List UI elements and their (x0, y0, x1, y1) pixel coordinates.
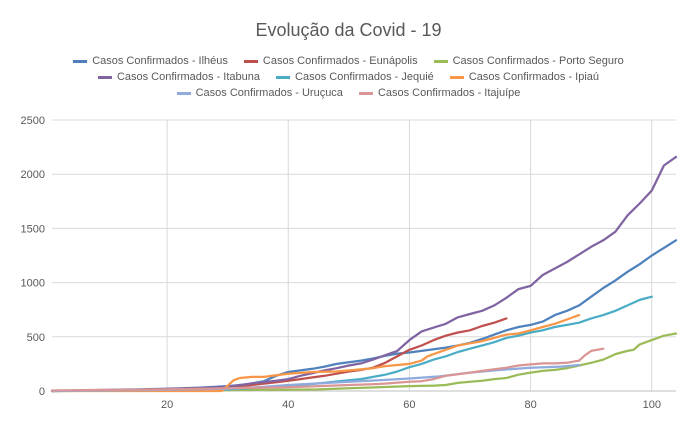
legend-item-ilheus: Casos Confirmados - Ilhéus (73, 53, 228, 69)
legend-item-itabuna: Casos Confirmados - Itabuna (97, 69, 261, 85)
legend-row-3: Casos Confirmados - Uruçuca Casos Confir… (0, 85, 697, 101)
legend-swatch-porto-seguro (433, 59, 448, 63)
y-tick-label: 2500 (21, 115, 45, 127)
legend-swatch-jequie (276, 75, 291, 79)
legend-label-porto-seguro: Casos Confirmados - Porto Seguro (452, 55, 624, 67)
chart-title: Evolução da Covid - 19 (255, 20, 442, 40)
legend-item-eunapolis: Casos Confirmados - Eunápolis (243, 53, 418, 69)
y-tick-label: 0 (39, 386, 45, 398)
series-line-jequie (50, 295, 653, 393)
legend-item-ipiau: Casos Confirmados - Ipiaú (449, 69, 600, 85)
y-tick-label: 500 (27, 332, 45, 344)
y-tick-label: 1500 (21, 223, 45, 235)
legend-swatch-ipiau (449, 75, 464, 79)
legend-item-porto-seguro: Casos Confirmados - Porto Seguro (433, 53, 624, 69)
legend-swatch-itajuipe (358, 91, 373, 95)
legend-row-1: Casos Confirmados - Ilhéus Casos Confirm… (0, 53, 697, 69)
x-tick-label: 40 (282, 399, 294, 411)
y-tick-label: 2000 (21, 169, 45, 181)
legend-label-ipiau: Casos Confirmados - Ipiaú (468, 71, 600, 83)
series-line-itabuna (50, 155, 678, 393)
x-tick-label: 20 (161, 399, 173, 411)
legend-item-urucuca: Casos Confirmados - Uruçuca (176, 85, 343, 101)
x-tick-label: 80 (524, 399, 536, 411)
legend-item-itajuipe: Casos Confirmados - Itajuípe (358, 85, 521, 101)
legend-label-eunapolis: Casos Confirmados - Eunápolis (262, 55, 418, 67)
series-line-porto-seguro (50, 332, 678, 393)
legend-label-itabuna: Casos Confirmados - Itabuna (116, 71, 261, 83)
series-line-itajuipe (50, 347, 605, 392)
series-line-ipiau (50, 313, 581, 393)
legend-swatch-itabuna (97, 75, 112, 79)
legend-swatch-ilheus (73, 59, 88, 63)
x-tick-label: 100 (643, 399, 661, 411)
legend-item-jequie: Casos Confirmados - Jequié (276, 69, 434, 85)
legend-swatch-urucuca (176, 91, 191, 95)
y-tick-label: 1000 (21, 278, 45, 290)
legend-label-itajuipe: Casos Confirmados - Itajuípe (377, 87, 521, 99)
x-tick-label: 60 (403, 399, 415, 411)
legend-label-urucuca: Casos Confirmados - Uruçuca (195, 87, 343, 99)
legend-label-ilheus: Casos Confirmados - Ilhéus (92, 55, 228, 67)
legend-row-2: Casos Confirmados - Itabuna Casos Confir… (0, 69, 697, 85)
legend-label-jequie: Casos Confirmados - Jequié (295, 71, 434, 83)
legend-swatch-eunapolis (243, 59, 258, 63)
